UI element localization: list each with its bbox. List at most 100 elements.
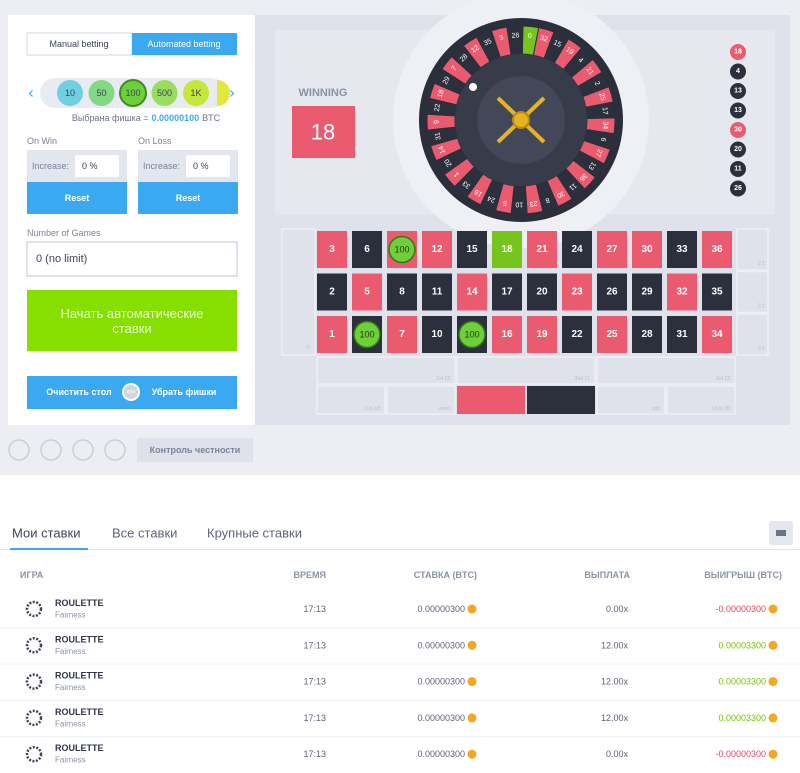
wheel-number: 35 [483, 38, 493, 48]
number-cell[interactable] [422, 231, 452, 268]
history-dot [730, 83, 746, 99]
board-small-label: 1 to 18 [365, 406, 381, 412]
number-cell[interactable] [492, 273, 522, 311]
winning-label: WINNING [299, 87, 348, 99]
board-small-label: 19 to 36 [712, 406, 730, 412]
number-cell[interactable] [632, 231, 662, 268]
chip[interactable] [119, 79, 147, 107]
number-cell[interactable] [527, 273, 557, 311]
outside-cell[interactable] [386, 385, 456, 415]
number-cell[interactable] [352, 231, 382, 268]
column-cell[interactable] [736, 313, 769, 356]
number-cell[interactable] [527, 231, 557, 268]
chip[interactable] [183, 80, 209, 106]
reset-button[interactable] [138, 182, 238, 214]
number-cell[interactable] [562, 273, 592, 311]
number-cell[interactable] [317, 231, 347, 268]
number-cell[interactable] [492, 231, 522, 268]
game-name: ROULETTE [55, 671, 104, 681]
number-cell[interactable] [457, 231, 487, 268]
input[interactable] [75, 155, 119, 177]
history-dot [730, 161, 746, 177]
number-cell[interactable] [632, 273, 662, 311]
number-cell[interactable] [422, 273, 452, 311]
number-cell[interactable] [597, 273, 627, 311]
board-small-label: even [439, 406, 450, 412]
number-cell[interactable] [702, 273, 732, 311]
number-cell[interactable] [632, 316, 662, 353]
games-input[interactable] [26, 241, 238, 277]
history-dot [730, 44, 746, 60]
wheel-number: 33 [462, 179, 473, 189]
zero-cell[interactable] [281, 228, 316, 356]
fairness-button[interactable] [137, 438, 253, 462]
dozen-cell[interactable] [596, 356, 736, 385]
bets-tab[interactable]: Мои ставки [12, 526, 80, 541]
number-cell[interactable] [597, 316, 627, 353]
remove-label[interactable]: Убрать фишки [152, 387, 217, 397]
number-cell[interactable] [422, 316, 452, 353]
reset-label: Reset [65, 193, 90, 203]
dozen-cell[interactable] [316, 356, 456, 385]
number-cell[interactable] [702, 231, 732, 268]
row-divider [0, 663, 800, 665]
number-cell[interactable] [387, 316, 417, 353]
bets-tab[interactable]: Все ставки [112, 526, 177, 541]
field-title: Number of Games [27, 228, 101, 238]
number-label: 15 [466, 244, 478, 255]
number-cell[interactable] [317, 316, 347, 353]
number-label: 35 [711, 287, 723, 298]
number-cell[interactable] [527, 316, 557, 353]
wheel-number: 11 [567, 181, 577, 191]
red-cell[interactable] [457, 386, 525, 414]
icon-button[interactable] [104, 439, 126, 461]
chip[interactable] [151, 80, 178, 106]
number-cell[interactable] [562, 231, 592, 268]
start-button[interactable] [27, 290, 237, 351]
column-cell[interactable] [736, 228, 769, 271]
chip[interactable] [57, 80, 83, 106]
field-label: Increase: [143, 161, 180, 171]
wheel-number: 0 [527, 33, 532, 40]
arrow-left[interactable]: ‹ [28, 85, 33, 102]
btc-coin [467, 749, 477, 759]
black-cell[interactable] [527, 386, 595, 414]
number-label: 18 [501, 244, 513, 255]
number-label: 16 [501, 329, 513, 340]
history-number: 11 [734, 166, 742, 173]
number-cell[interactable] [457, 273, 487, 311]
board-small-label: 2:1 [758, 304, 765, 310]
outside-cell[interactable] [596, 385, 666, 415]
icon-button[interactable] [8, 439, 30, 461]
tab-active[interactable] [132, 33, 237, 55]
outside-cell[interactable] [316, 385, 386, 415]
history-number: 18 [734, 49, 742, 56]
number-cell[interactable] [352, 273, 382, 311]
number-cell[interactable] [387, 273, 417, 311]
number-cell[interactable] [562, 316, 592, 353]
number-cell[interactable] [702, 316, 732, 353]
game-name: ROULETTE [55, 598, 104, 608]
number-cell[interactable] [317, 273, 347, 311]
number-cell[interactable] [667, 273, 697, 311]
dozen-cell[interactable] [456, 356, 596, 385]
reset-button[interactable] [27, 182, 127, 214]
input[interactable] [186, 155, 230, 177]
number-cell[interactable] [492, 316, 522, 353]
clear-label[interactable]: Очистить стол [46, 387, 112, 397]
icon-button[interactable] [40, 439, 62, 461]
number-cell[interactable] [597, 231, 627, 268]
arrow-right[interactable]: › [229, 85, 234, 102]
profit: 0.00003300 [718, 640, 766, 650]
column-cell[interactable] [736, 270, 769, 314]
outside-cell[interactable] [666, 385, 736, 415]
number-cell[interactable] [667, 316, 697, 353]
icon-button[interactable] [72, 439, 94, 461]
time: 17:13 [303, 713, 326, 723]
placed-chip-label: 100 [359, 330, 374, 340]
start-button-label[interactable]: Начать автоматические ставки [60, 306, 204, 336]
chip[interactable] [88, 80, 115, 106]
bets-tab[interactable]: Крупные ставки [207, 526, 302, 541]
number-cell[interactable] [667, 231, 697, 268]
